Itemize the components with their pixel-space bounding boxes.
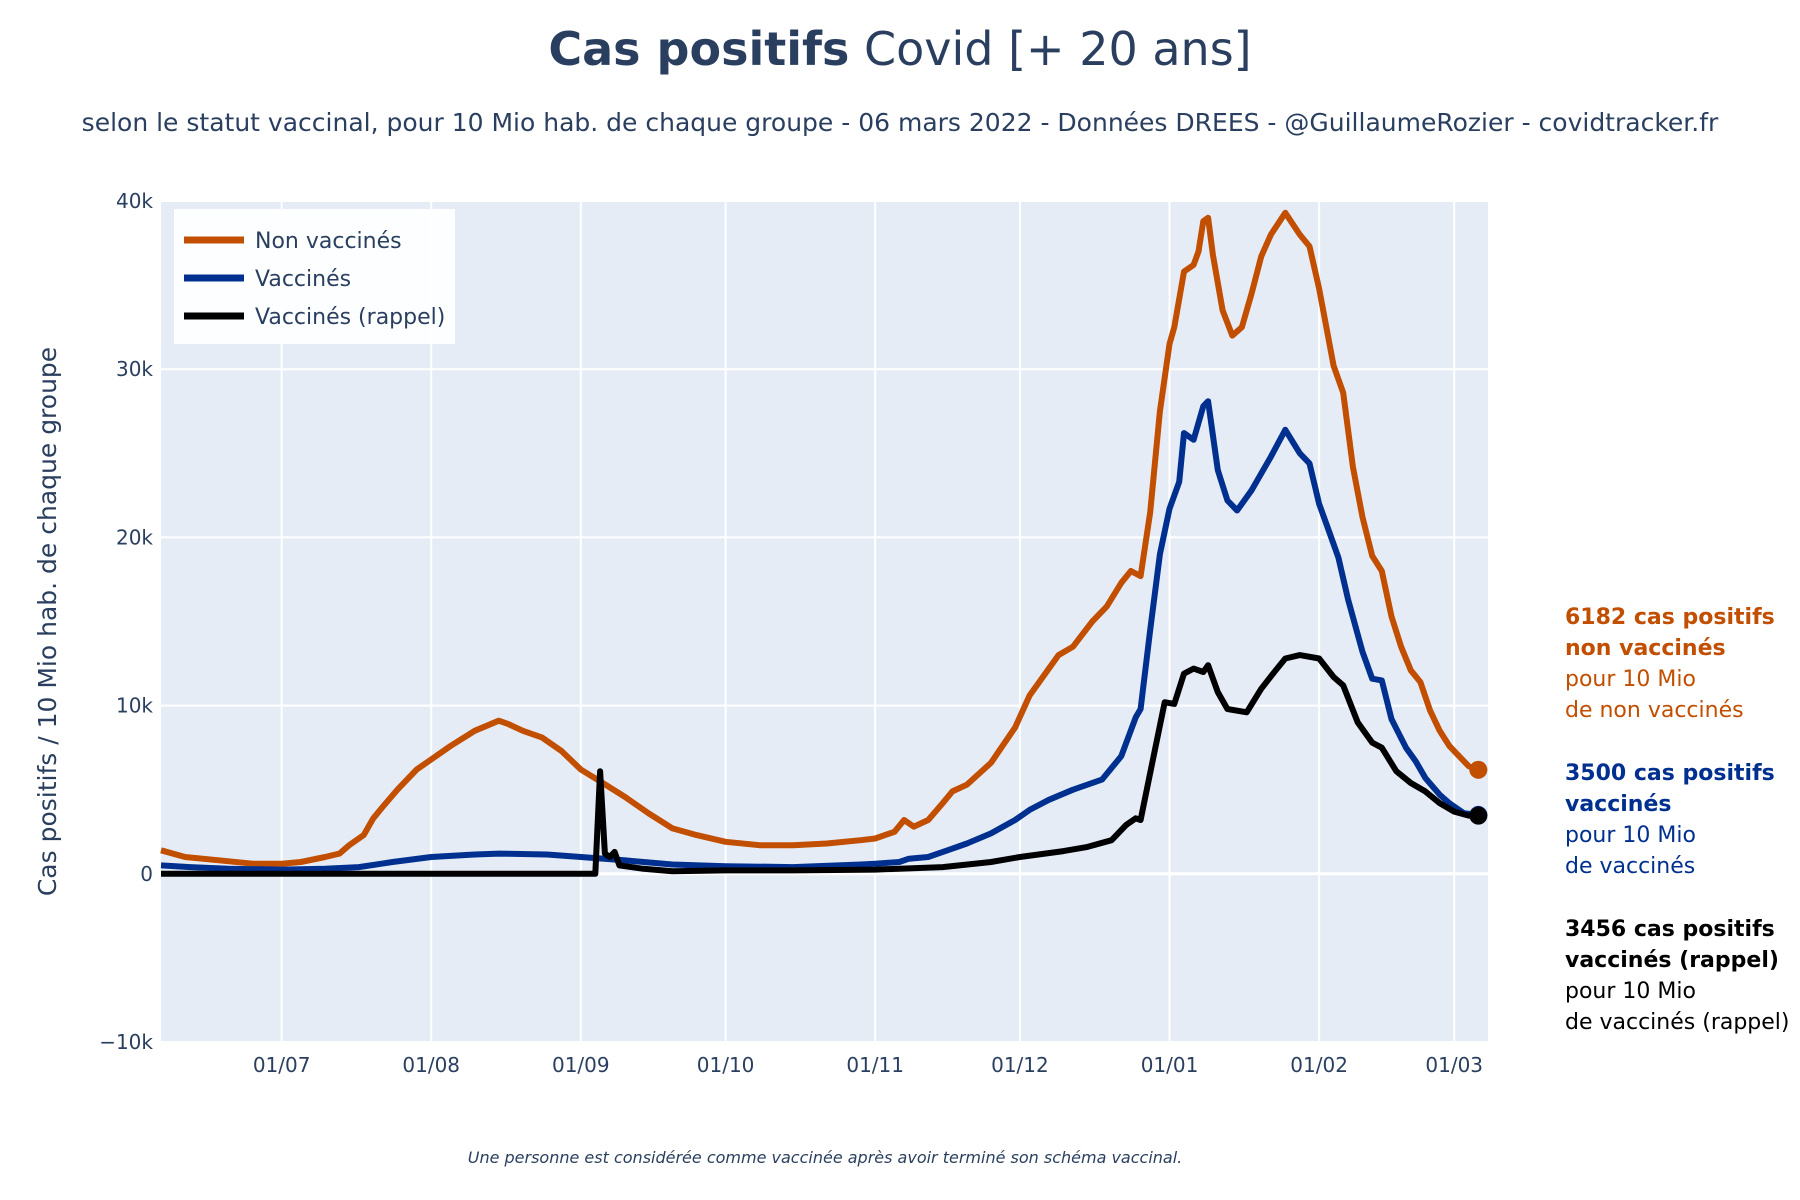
annotation-vaccines: 3500 cas positifs vaccinés pour 10 Mio d… <box>1565 758 1775 882</box>
annotation-text: pour 10 Mio <box>1565 979 1696 1004</box>
grid-lines <box>161 200 1488 1043</box>
y-tick-label: 0 <box>140 862 153 886</box>
legend-label: Non vaccinés <box>255 229 402 254</box>
annotation-text: pour 10 Mio <box>1565 823 1696 848</box>
chart-subtitle: selon le statut vaccinal, pour 10 Mio ha… <box>81 108 1719 137</box>
annotation-group: vaccinés (rappel) <box>1565 948 1779 973</box>
series-line-1 <box>160 398 1479 873</box>
x-tick-label: 01/10 <box>697 1053 755 1077</box>
y-tick-label: −10k <box>99 1030 153 1054</box>
annotation-value: 6182 cas positifs <box>1565 605 1775 630</box>
y-tick-label: 10k <box>116 694 153 718</box>
annotation-group: non vaccinés <box>1565 636 1726 661</box>
series-end-marker-2 <box>1469 806 1488 825</box>
legend: Non vaccinés Vaccinés Vaccinés (rappel) <box>174 209 455 344</box>
annotation-text: de vaccinés <box>1565 854 1696 879</box>
series-end-marker-0 <box>1469 760 1488 779</box>
x-tick-label: 01/12 <box>991 1053 1049 1077</box>
annotation-text: de vaccinés (rappel) <box>1565 1010 1790 1035</box>
chart-title: Cas positifs Covid [+ 20 ans] <box>0 22 1800 76</box>
annotation-value: 3500 cas positifs <box>1565 761 1775 786</box>
x-axis-ticks: 01/07 01/08 01/09 01/10 01/11 01/12 01/01 01/02… <box>253 1053 1483 1077</box>
y-axis-ticks: −10k 0 10k 20k 30k 40k <box>99 189 153 1054</box>
series-line-0 <box>160 209 1480 867</box>
chart-title-rest: Covid [+ 20 ans] <box>864 22 1252 76</box>
series-layer <box>160 209 1488 877</box>
legend-label: Vaccinés <box>255 267 351 292</box>
x-tick-label: 01/09 <box>552 1053 610 1077</box>
annotation-text: de non vaccinés <box>1565 698 1744 723</box>
series-line-2 <box>161 652 1479 877</box>
y-tick-label: 20k <box>116 525 153 549</box>
chart-title-bold: Cas positifs <box>548 22 850 76</box>
annotation-non-vaccines: 6182 cas positifs non vaccinés pour 10 M… <box>1565 602 1775 726</box>
y-tick-label: 30k <box>116 357 153 381</box>
x-tick-label: 01/08 <box>402 1053 460 1077</box>
annotation-text: pour 10 Mio <box>1565 667 1696 692</box>
y-axis-label: Cas positifs / 10 Mio hab. de chaque gro… <box>33 347 62 896</box>
y-tick-label: 40k <box>116 189 153 213</box>
x-tick-label: 01/11 <box>846 1053 904 1077</box>
annotation-vaccines-rappel: 3456 cas positifs vaccinés (rappel) pour… <box>1565 914 1790 1038</box>
annotation-value: 3456 cas positifs <box>1565 917 1775 942</box>
x-tick-label: 01/03 <box>1425 1053 1483 1077</box>
legend-label: Vaccinés (rappel) <box>255 305 445 330</box>
x-tick-label: 01/01 <box>1141 1053 1199 1077</box>
x-tick-label: 01/07 <box>253 1053 311 1077</box>
footnote: Une personne est considérée comme vaccin… <box>467 1148 1183 1167</box>
annotation-group: vaccinés <box>1565 792 1672 817</box>
x-tick-label: 01/02 <box>1290 1053 1348 1077</box>
